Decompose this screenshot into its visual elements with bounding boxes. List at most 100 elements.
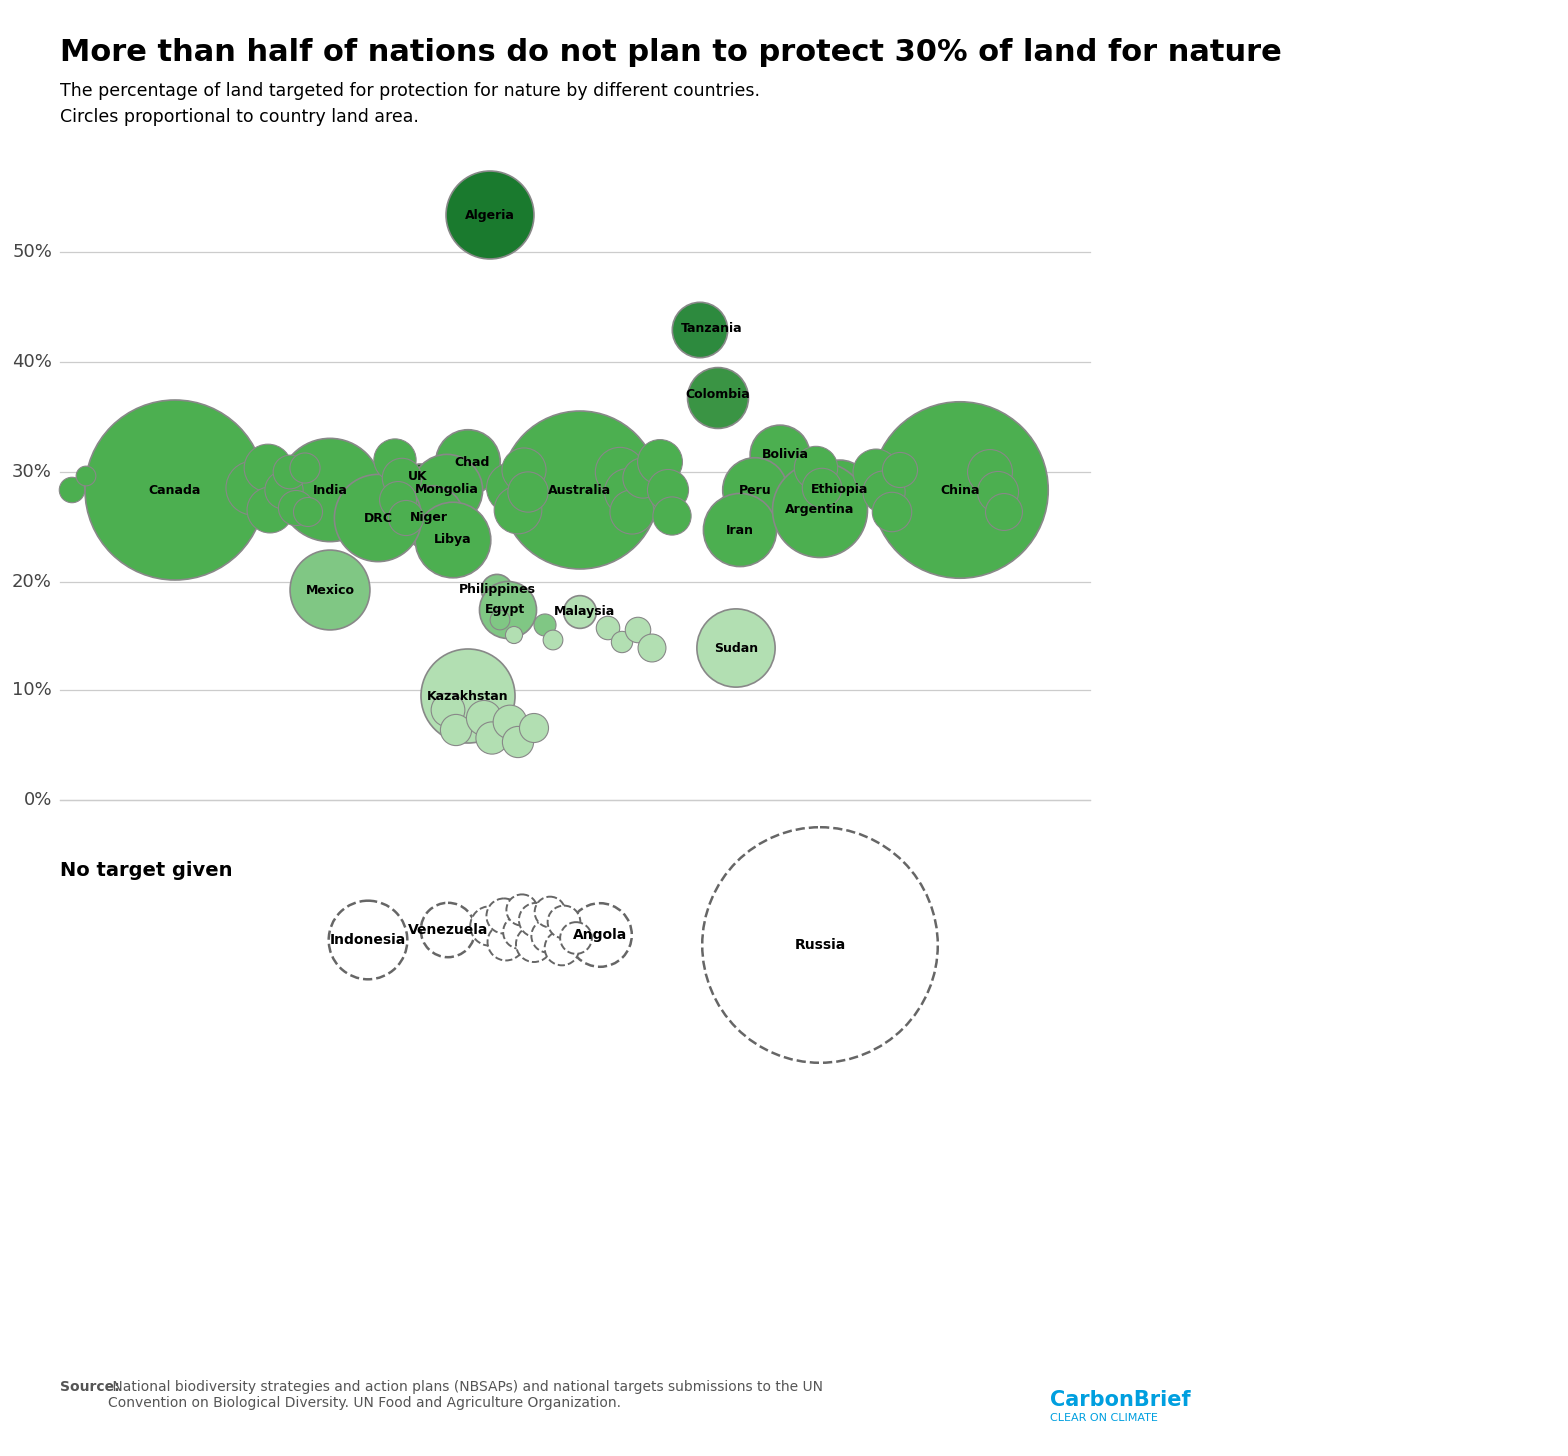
- Circle shape: [532, 919, 564, 952]
- Circle shape: [334, 475, 422, 562]
- Circle shape: [226, 462, 281, 515]
- Circle shape: [622, 457, 663, 498]
- Text: CLEAR ON CLIMATE: CLEAR ON CLIMATE: [1051, 1412, 1157, 1423]
- Circle shape: [883, 453, 917, 488]
- Circle shape: [977, 472, 1019, 513]
- Circle shape: [723, 457, 787, 523]
- Circle shape: [441, 715, 472, 745]
- Text: Venezuela: Venezuela: [408, 923, 488, 938]
- Circle shape: [535, 614, 557, 636]
- Text: 40%: 40%: [13, 352, 52, 371]
- Circle shape: [596, 447, 644, 496]
- Circle shape: [862, 470, 905, 513]
- Circle shape: [290, 453, 320, 483]
- Circle shape: [329, 901, 408, 980]
- Text: Malaysia: Malaysia: [555, 606, 616, 619]
- Text: Philippines: Philippines: [458, 584, 536, 597]
- Circle shape: [477, 722, 508, 754]
- Circle shape: [491, 610, 510, 630]
- Text: China: China: [941, 483, 980, 496]
- Circle shape: [502, 727, 533, 757]
- Circle shape: [503, 916, 536, 949]
- Circle shape: [535, 897, 566, 927]
- Circle shape: [750, 425, 809, 485]
- Circle shape: [436, 430, 500, 494]
- Circle shape: [544, 930, 579, 965]
- Circle shape: [379, 482, 417, 518]
- Text: No target given: No target given: [60, 860, 232, 879]
- Circle shape: [466, 700, 502, 735]
- Circle shape: [494, 705, 527, 738]
- Circle shape: [265, 470, 303, 510]
- Circle shape: [610, 489, 654, 534]
- Circle shape: [420, 649, 514, 743]
- Text: Sudan: Sudan: [713, 642, 757, 655]
- Text: Circles proportional to country land area.: Circles proportional to country land are…: [60, 108, 419, 127]
- Circle shape: [431, 693, 464, 727]
- Circle shape: [652, 496, 691, 536]
- Text: More than half of nations do not plan to protect 30% of land for nature: More than half of nations do not plan to…: [60, 38, 1281, 67]
- Circle shape: [605, 469, 651, 515]
- Text: 0%: 0%: [24, 791, 52, 810]
- Text: Bolivia: Bolivia: [762, 448, 809, 462]
- Circle shape: [687, 367, 748, 428]
- Circle shape: [389, 501, 423, 536]
- Circle shape: [626, 617, 651, 642]
- Text: Ethiopia: Ethiopia: [811, 483, 869, 496]
- Circle shape: [481, 575, 513, 606]
- Text: Peru: Peru: [739, 483, 771, 496]
- Circle shape: [519, 713, 549, 743]
- Text: CarbonBrief: CarbonBrief: [1051, 1390, 1190, 1409]
- Circle shape: [406, 464, 434, 492]
- Circle shape: [563, 596, 596, 629]
- Text: Colombia: Colombia: [685, 389, 751, 402]
- Circle shape: [77, 466, 96, 486]
- Circle shape: [596, 616, 619, 639]
- Circle shape: [248, 488, 293, 533]
- Circle shape: [245, 444, 292, 492]
- Circle shape: [480, 581, 536, 639]
- Circle shape: [803, 469, 842, 508]
- Circle shape: [560, 922, 591, 954]
- Circle shape: [279, 438, 381, 542]
- Circle shape: [811, 460, 870, 520]
- Text: Algeria: Algeria: [466, 208, 514, 221]
- Circle shape: [648, 469, 688, 511]
- Circle shape: [872, 402, 1049, 578]
- Circle shape: [506, 894, 538, 926]
- Circle shape: [543, 630, 563, 649]
- Circle shape: [486, 463, 538, 514]
- Circle shape: [696, 609, 775, 687]
- Circle shape: [416, 502, 491, 578]
- Text: 10%: 10%: [13, 681, 52, 699]
- Circle shape: [967, 450, 1013, 495]
- Circle shape: [568, 903, 632, 967]
- Circle shape: [502, 411, 659, 569]
- Circle shape: [547, 906, 580, 938]
- Circle shape: [293, 498, 323, 527]
- Circle shape: [420, 903, 475, 957]
- Circle shape: [508, 472, 549, 513]
- Text: Indonesia: Indonesia: [329, 933, 406, 946]
- Text: The percentage of land targeted for protection for nature by different countries: The percentage of land targeted for prot…: [60, 82, 760, 100]
- Text: DRC: DRC: [364, 511, 392, 524]
- Circle shape: [273, 456, 307, 489]
- Circle shape: [673, 303, 728, 358]
- Circle shape: [638, 440, 682, 485]
- Circle shape: [279, 491, 314, 526]
- Text: Egypt: Egypt: [485, 603, 525, 616]
- Circle shape: [795, 447, 837, 489]
- Circle shape: [986, 494, 1022, 530]
- Text: Argentina: Argentina: [786, 504, 855, 517]
- Text: Russia: Russia: [795, 938, 845, 952]
- Text: Mexico: Mexico: [306, 584, 354, 597]
- Circle shape: [612, 632, 632, 652]
- Text: Niger: Niger: [409, 511, 448, 524]
- Text: Australia: Australia: [549, 483, 612, 496]
- Text: Iran: Iran: [726, 524, 754, 536]
- Circle shape: [505, 626, 522, 644]
- Text: UK: UK: [408, 469, 428, 482]
- Text: Kazakhstan: Kazakhstan: [426, 690, 508, 702]
- Circle shape: [519, 903, 554, 938]
- Text: Chad: Chad: [455, 456, 489, 469]
